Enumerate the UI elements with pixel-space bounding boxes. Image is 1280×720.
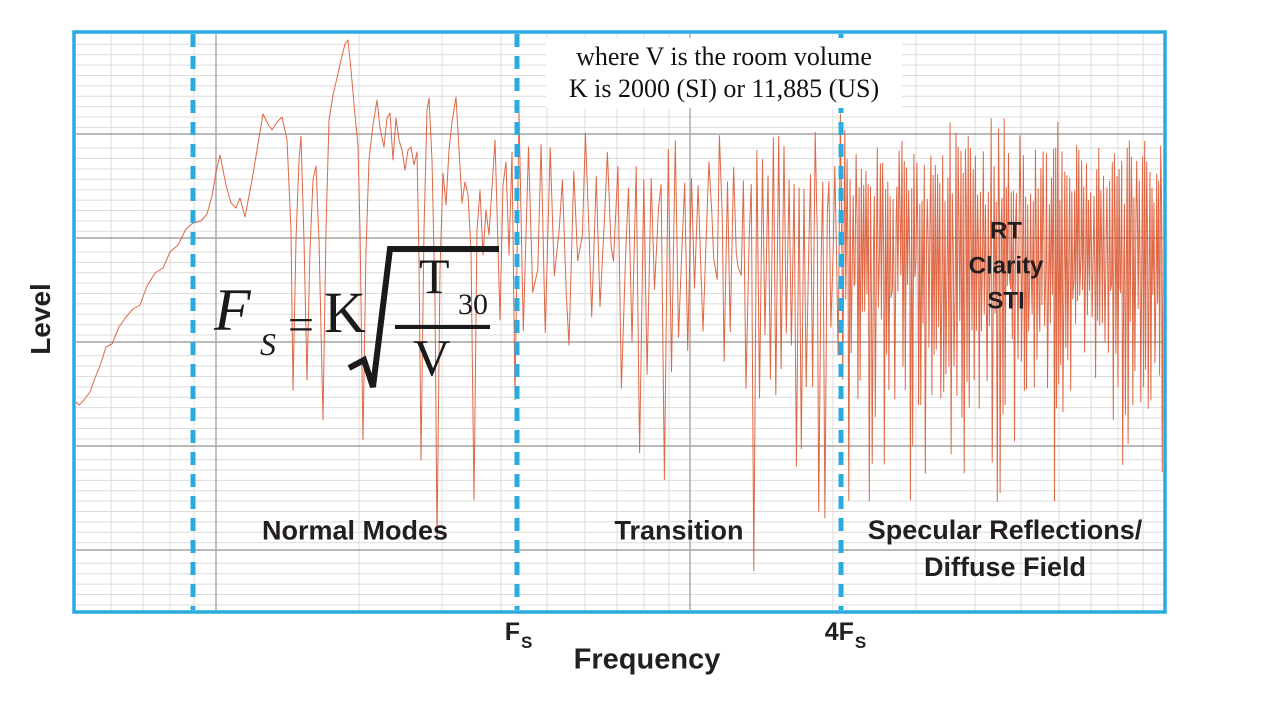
- x-tick-4fs-base: 4F: [824, 618, 854, 646]
- region-label-normal-modes: Normal Modes: [261, 515, 449, 546]
- formula-lhs: F: [214, 277, 251, 343]
- frequency-response-trace: [76, 39, 1163, 572]
- x-tick-4fs-sub: S: [854, 633, 867, 652]
- plot-border: [72, 30, 1167, 614]
- formula-equals: =: [288, 299, 314, 350]
- formula-denominator: V: [413, 330, 451, 387]
- region-label-specular-line1: Specular Reflections/: [867, 515, 1143, 545]
- schroeder-frequency-formula: F S = K T 30 V: [212, 234, 512, 404]
- region-label-specular-line2: Diffuse Field: [923, 552, 1086, 582]
- formula-lhs-sub: S: [260, 326, 276, 362]
- region-boundary-dashed-lines: [190, 34, 844, 610]
- overlay-sti: STI: [987, 287, 1025, 315]
- overlay-clarity: Clarity: [968, 252, 1044, 280]
- region-label-transition: Transition: [614, 515, 744, 546]
- formula-numerator-sub: 30: [458, 288, 488, 321]
- note-line2: K is 2000 (SI) or 11,885 (US): [568, 74, 880, 103]
- formula-numerator: T: [419, 248, 450, 304]
- x-tick-fs-sub: S: [520, 633, 533, 652]
- y-axis-label: Level: [25, 283, 56, 355]
- fraction-bar: [395, 325, 490, 329]
- note-line1: where V is the room volume: [576, 42, 872, 71]
- overlay-metrics-label: RT Clarity STI: [969, 214, 1044, 319]
- x-axis-label: Frequency: [573, 643, 721, 676]
- x-tick-fs-base: F: [504, 618, 520, 646]
- note-box: where V is the room volume K is 2000 (SI…: [546, 38, 902, 108]
- x-tick-4fs: 4FS: [824, 618, 867, 652]
- overlay-rt: RT: [989, 217, 1022, 245]
- x-tick-fs: FS: [504, 618, 533, 652]
- radical-sign: [347, 246, 499, 388]
- region-label-specular: Specular Reflections/ Diffuse Field: [845, 512, 1165, 586]
- formula-coefficient: K: [324, 280, 366, 345]
